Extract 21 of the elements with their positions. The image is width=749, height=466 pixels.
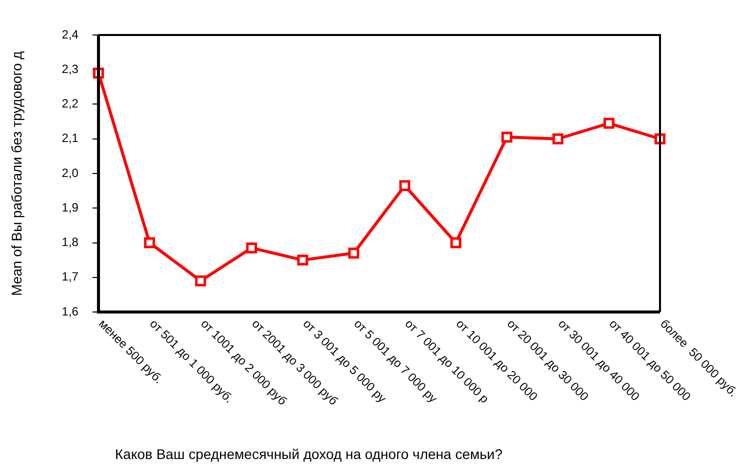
y-tick-label: 1,7	[62, 270, 79, 284]
y-tick-label: 2,1	[62, 131, 79, 146]
point	[603, 118, 614, 129]
y-tick-label: 2,3	[62, 62, 79, 76]
point	[144, 237, 156, 248]
point	[501, 132, 512, 143]
point	[552, 133, 564, 144]
y-tick-label: 2,0	[62, 166, 79, 180]
y-tick-label: 1,9	[62, 200, 79, 214]
y-tick-label: 1,6	[62, 304, 79, 318]
point	[246, 242, 258, 254]
y-tick-label: 1,8	[62, 235, 79, 250]
point	[450, 237, 462, 248]
point	[399, 180, 410, 192]
y-tick-label: 2,2	[62, 96, 79, 111]
x-axis-title: Каков Ваш среднемесячный доход на одного члена семьи?	[115, 446, 503, 462]
point	[195, 275, 206, 286]
point	[297, 254, 308, 266]
y-tick-label: 2,4	[62, 27, 79, 42]
point	[348, 248, 360, 259]
y-axis-title: Mean of Вы работали без трудового д	[8, 51, 24, 296]
